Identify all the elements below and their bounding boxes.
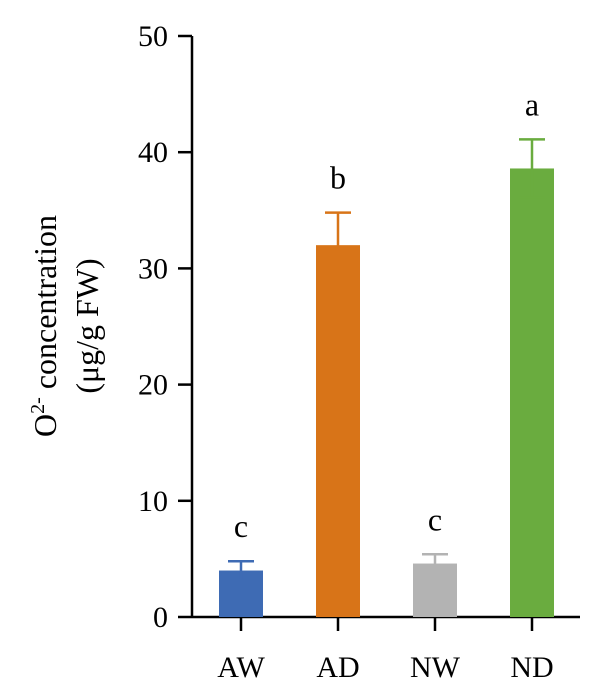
- significance-label-ad: b: [330, 160, 346, 196]
- significance-label-aw: c: [234, 508, 248, 544]
- significance-label-nw: c: [428, 501, 442, 537]
- error-bars: [228, 138, 545, 582]
- y-ticks: 0 10 20 30 40 50: [138, 20, 192, 634]
- bars: [219, 168, 554, 617]
- y-tick-label: 40: [138, 136, 168, 169]
- x-ticks: AW AD NW ND: [217, 617, 554, 684]
- x-tick-label-nw: NW: [410, 651, 461, 684]
- x-tick-label-nd: ND: [510, 651, 553, 684]
- y-tick-label: 20: [138, 369, 168, 402]
- x-tick-label-aw: AW: [217, 651, 265, 684]
- bar-ad: [316, 245, 360, 617]
- y-axis-title-sup: 2-: [27, 397, 49, 414]
- significance-labels: c b c a: [234, 86, 539, 544]
- y-tick-label: 10: [138, 485, 168, 518]
- y-axis-title-rest: concentration: [27, 215, 63, 397]
- y-axis-title: O2- concentration: [27, 215, 63, 437]
- bar-nd: [510, 168, 554, 617]
- significance-label-nd: a: [525, 86, 539, 122]
- y-axis-unit: (μg/g FW): [69, 258, 105, 393]
- y-axis: 0 10 20 30 40 50: [138, 20, 194, 634]
- x-tick-label-ad: AD: [316, 651, 359, 684]
- y-tick-label: 50: [138, 20, 168, 53]
- y-tick-label: 30: [138, 252, 168, 285]
- y-tick-label: 0: [153, 601, 168, 634]
- y-axis-title-base: O: [27, 414, 63, 437]
- x-axis: AW AD NW ND: [192, 615, 580, 684]
